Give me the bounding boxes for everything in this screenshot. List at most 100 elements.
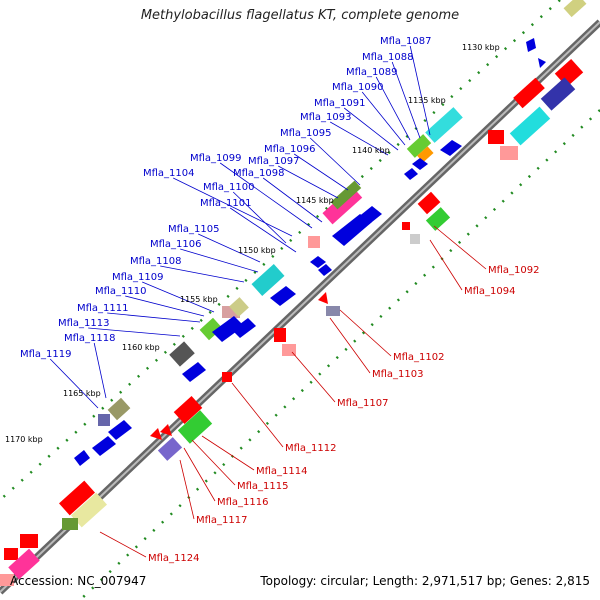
- forward-gene-label[interactable]: Mfla_1097: [248, 156, 300, 167]
- gene-box: [107, 397, 131, 421]
- gene-arrow: [74, 450, 90, 466]
- gene-box: [330, 180, 362, 210]
- inner-tick-track: [79, 109, 600, 600]
- forward-leader-line: [160, 265, 245, 283]
- forward-leader-line: [309, 137, 361, 186]
- reverse-gene-label[interactable]: Mfla_1094: [464, 286, 516, 297]
- forward-gene-label[interactable]: Mfla_1093: [300, 112, 352, 123]
- reverse-gene-label[interactable]: Mfla_1116: [217, 497, 269, 508]
- gene-box: [229, 297, 249, 317]
- gene-box: [326, 306, 340, 316]
- forward-gene-label[interactable]: Mfla_1090: [332, 82, 384, 93]
- gene-arrow: [212, 316, 244, 342]
- forward-gene-label[interactable]: Mfla_1111: [77, 303, 129, 314]
- reverse-leader-line: [191, 439, 236, 486]
- forward-leader-line: [93, 342, 107, 399]
- gene-box: [62, 518, 78, 530]
- kbp-tick-label: 1170 kbp: [5, 435, 43, 444]
- gene-box: [488, 130, 504, 144]
- gene-box: [222, 372, 232, 382]
- forward-gene-label[interactable]: Mfla_1105: [168, 224, 220, 235]
- forward-gene-label[interactable]: Mfla_1100: [203, 182, 255, 193]
- reverse-gene-label[interactable]: Mfla_1102: [393, 352, 445, 363]
- gene-box: [425, 107, 463, 143]
- gene-arrow: [108, 420, 132, 440]
- kbp-tick-label: 1165 kbp: [63, 389, 101, 398]
- forward-leader-line: [361, 91, 406, 146]
- gene-arrow: [310, 256, 326, 268]
- gene-arrow: [182, 362, 206, 382]
- forward-leader-line: [278, 165, 339, 199]
- forward-leader-line: [88, 327, 181, 337]
- gene-box: [540, 77, 576, 111]
- forward-leader-line: [198, 233, 261, 263]
- forward-gene-label[interactable]: Mfla_1106: [150, 239, 202, 250]
- reverse-leader-line: [231, 382, 284, 448]
- forward-gene-label[interactable]: Mfla_1101: [200, 198, 252, 209]
- gene-box: [410, 234, 420, 244]
- gene-arrow: [538, 58, 546, 68]
- reverse-gene-label[interactable]: Mfla_1112: [285, 443, 337, 454]
- gene-box: [4, 548, 18, 560]
- gene-arrow: [352, 206, 382, 230]
- reverse-gene-label[interactable]: Mfla_1103: [372, 369, 424, 380]
- forward-gene-label[interactable]: Mfla_1110: [95, 286, 147, 297]
- reverse-leader-line: [183, 447, 216, 502]
- reverse-leader-line: [201, 435, 255, 471]
- forward-gene-label[interactable]: Mfla_1088: [362, 52, 414, 63]
- gene-arrow: [160, 424, 172, 436]
- gene-arrow: [270, 286, 296, 306]
- reverse-gene-label[interactable]: Mfla_1114: [256, 466, 308, 477]
- forward-leader-line: [219, 162, 313, 229]
- kbp-tick-label: 1155 kbp: [180, 295, 218, 304]
- forward-leader-line: [232, 191, 287, 244]
- reverse-gene-label[interactable]: Mfla_1117: [196, 515, 248, 526]
- forward-gene-label[interactable]: Mfla_1091: [314, 98, 366, 109]
- reverse-gene-label[interactable]: Mfla_1124: [148, 553, 200, 564]
- reverse-leader-line: [99, 531, 147, 558]
- forward-gene-label[interactable]: Mfla_1098: [233, 168, 285, 179]
- gene-arrow: [440, 140, 462, 156]
- kbp-tick-label: 1160 kbp: [122, 343, 160, 352]
- forward-gene-label[interactable]: Mfla_1087: [380, 36, 432, 47]
- reverse-gene-label[interactable]: Mfla_1107: [337, 398, 389, 409]
- reverse-leader-line: [433, 225, 487, 270]
- forward-gene-label[interactable]: Mfla_1096: [264, 144, 316, 155]
- gene-box: [20, 534, 38, 548]
- forward-gene-label[interactable]: Mfla_1095: [280, 128, 332, 139]
- gene-arrow: [404, 168, 418, 180]
- reverse-gene-label[interactable]: Mfla_1115: [237, 481, 289, 492]
- forward-gene-label[interactable]: Mfla_1109: [112, 272, 164, 283]
- forward-leader-line: [49, 358, 99, 409]
- gene-box: [500, 146, 518, 160]
- gene-box: [308, 236, 320, 248]
- forward-gene-label[interactable]: Mfla_1089: [346, 67, 398, 78]
- reverse-gene-label[interactable]: Mfla_1092: [488, 265, 540, 276]
- gene-box: [59, 480, 95, 516]
- genome-summary-text: Topology: circular; Length: 2,971,517 bp…: [260, 574, 590, 588]
- gene-box: [177, 410, 213, 444]
- forward-gene-label[interactable]: Mfla_1108: [130, 256, 182, 267]
- forward-gene-label[interactable]: Mfla_1118: [64, 333, 116, 344]
- reverse-strand-genes: [0, 58, 584, 586]
- forward-gene-label[interactable]: Mfla_1099: [190, 153, 242, 164]
- gene-box: [0, 574, 14, 586]
- genome-title: Methylobacillus flagellatus KT, complete…: [140, 8, 460, 23]
- forward-leader-line: [391, 61, 421, 139]
- outer-tick-track: [0, 0, 561, 501]
- label-leader-lines: [49, 45, 487, 558]
- forward-gene-label[interactable]: Mfla_1104: [143, 168, 195, 179]
- gene-box: [563, 0, 587, 18]
- gene-box: [8, 548, 40, 580]
- forward-gene-label[interactable]: Mfla_1113: [58, 318, 110, 329]
- accession-text: Accession: NC_007947: [10, 574, 147, 588]
- forward-gene-label[interactable]: Mfla_1119: [20, 349, 72, 360]
- gene-arrow: [232, 318, 256, 338]
- gene-box: [71, 492, 107, 528]
- kbp-tick-labels: 1130 kbp 1135 kbp 1140 kbp 1145 kbp 1150 kbp…: [5, 43, 500, 444]
- kbp-tick-label: 1135 kbp: [408, 96, 446, 105]
- reverse-leader-line: [291, 351, 336, 403]
- reverse-gene-labels: Mfla_1092 Mfla_1094 Mfla_1102 Mfla_1103 Mfla…: [148, 265, 540, 564]
